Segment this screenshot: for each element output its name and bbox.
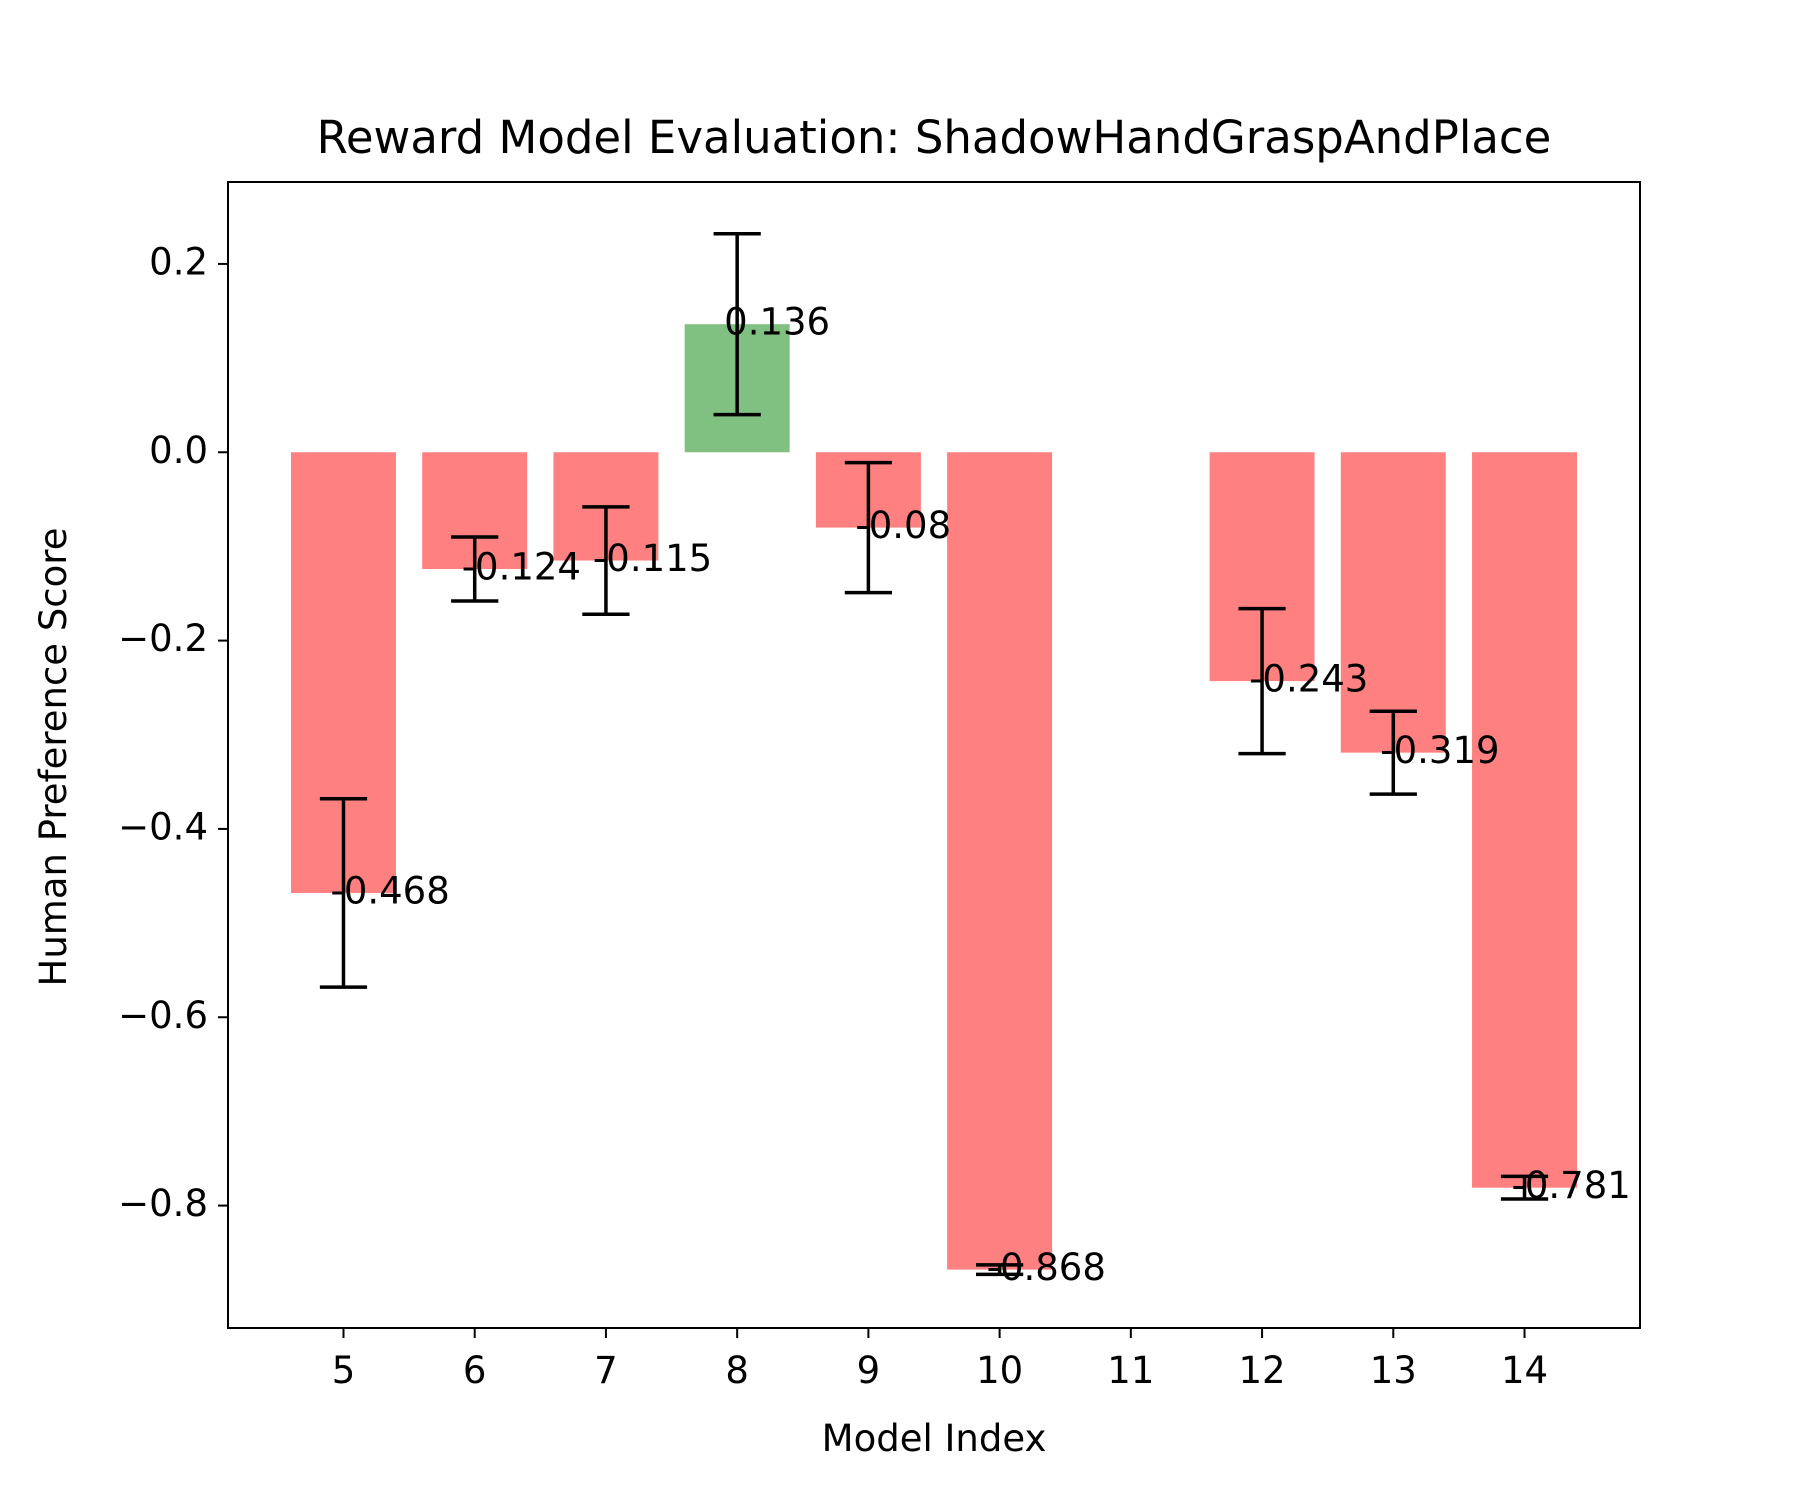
x-tick-label: 14 xyxy=(1501,1349,1548,1392)
x-tick-label: 6 xyxy=(463,1349,487,1392)
y-tick-label: 0.2 xyxy=(149,240,208,283)
bar-model-13 xyxy=(1340,452,1446,753)
data-label-model-8: 0.136 xyxy=(724,301,830,344)
y-tick-label: 0.0 xyxy=(149,429,208,472)
y-tick-label: −0.4 xyxy=(118,805,208,848)
x-tick-label: 12 xyxy=(1239,1349,1286,1392)
bar-model-14 xyxy=(1472,452,1578,1188)
errorbar-model-7 xyxy=(582,505,630,616)
errorbar-model-13 xyxy=(1369,709,1417,796)
data-label-model-5: -0.468 xyxy=(330,869,449,912)
errorbar-model-5 xyxy=(319,797,368,989)
data-label-model-7: -0.115 xyxy=(593,537,712,580)
plot-frame xyxy=(227,181,1641,1329)
x-tick-label: 10 xyxy=(976,1349,1023,1392)
errorbar-model-14 xyxy=(1500,1174,1549,1201)
errorbar-model-12 xyxy=(1238,606,1286,756)
errorbar-model-8 xyxy=(713,232,761,417)
x-axis-ticks: 5 6 7 8 9 10 11 12 13 14 xyxy=(332,1328,1548,1392)
errorbar-model-9 xyxy=(844,460,893,595)
y-tick-label: −0.2 xyxy=(118,617,208,660)
data-label-model-12: -0.243 xyxy=(1249,658,1368,701)
x-tick-label: 11 xyxy=(1107,1349,1154,1392)
data-label-model-9: -0.08 xyxy=(855,504,951,547)
x-axis-label: Model Index xyxy=(822,1417,1047,1460)
x-tick-label: 13 xyxy=(1370,1349,1417,1392)
errorbar-model-10 xyxy=(975,1263,1024,1277)
data-label-model-6: -0.124 xyxy=(462,546,581,589)
y-axis-label: Human Preference Score xyxy=(32,528,75,987)
data-label-model-14: -0.781 xyxy=(1512,1164,1631,1207)
errorbar-model-6 xyxy=(451,535,499,603)
data-label-model-13: -0.319 xyxy=(1380,729,1499,772)
errorbars-group xyxy=(319,232,1549,1277)
chart-title: Reward Model Evaluation: ShadowHandGrasp… xyxy=(317,111,1552,164)
bar-model-10 xyxy=(947,452,1053,1270)
y-tick-label: −0.6 xyxy=(118,994,208,1037)
x-tick-label: 9 xyxy=(857,1349,881,1392)
data-label-model-10: -0.868 xyxy=(987,1246,1106,1289)
x-tick-label: 7 xyxy=(594,1349,618,1392)
x-tick-label: 5 xyxy=(332,1349,356,1392)
y-tick-label: −0.8 xyxy=(118,1182,208,1225)
y-axis-ticks: 0.2 0.0 −0.2 −0.4 −0.6 −0.8 xyxy=(118,240,228,1225)
data-labels-group: -0.468 -0.124 -0.115 0.136 -0.08 -0.868 -0.243… xyxy=(330,301,1630,1289)
x-tick-label: 8 xyxy=(725,1349,749,1392)
